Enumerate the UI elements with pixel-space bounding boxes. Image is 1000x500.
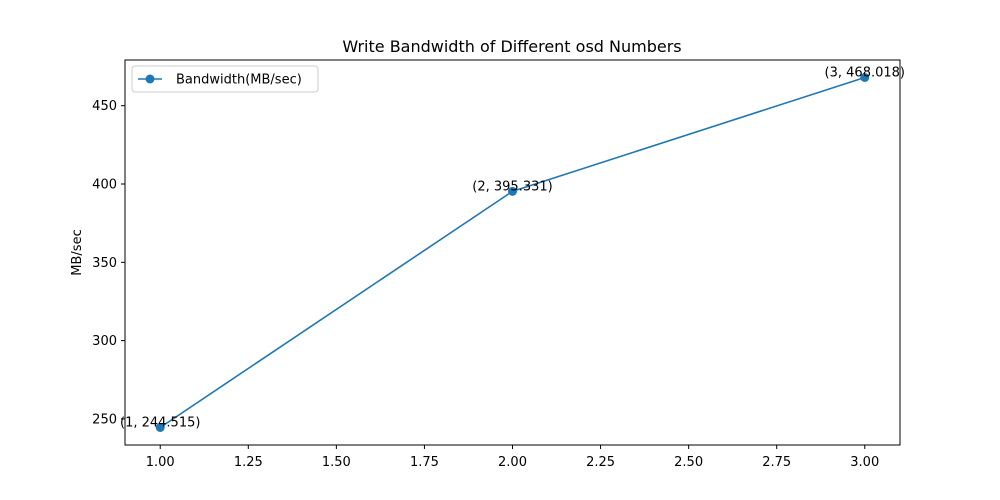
y-tick-label: 400 <box>92 178 117 193</box>
legend-box <box>131 65 319 93</box>
x-tick-label: 1.75 <box>410 455 439 470</box>
chart-title: Write Bandwidth of Different osd Numbers <box>342 37 681 56</box>
series-layer <box>155 72 870 432</box>
y-axis-label: MB/sec <box>70 229 85 275</box>
x-tick-label: 1.50 <box>322 455 351 470</box>
legend-marker <box>145 74 155 84</box>
x-tick-label: 1.25 <box>234 455 263 470</box>
plot-frame <box>124 59 901 446</box>
y-tick-label: 450 <box>92 99 117 114</box>
y-tick-label: 300 <box>92 334 117 349</box>
data-label-layer: (1, 244.515) (2, 395.331) (3, 468.018) <box>120 65 905 430</box>
data-point-label: (3, 468.018) <box>825 65 905 80</box>
x-tick-label: 1.00 <box>146 455 175 470</box>
legend-entry-label: Bandwidth(MB/sec) <box>176 73 302 88</box>
x-axis-ticks: 1.00 1.25 1.50 1.75 2.00 2.25 2.50 2.75 3.00 <box>146 445 879 470</box>
plot-area <box>125 60 900 445</box>
x-tick-label: 2.25 <box>586 455 615 470</box>
data-point-label: (2, 395.331) <box>472 179 552 194</box>
x-tick-label: 3.00 <box>850 455 879 470</box>
data-point-label: (1, 244.515) <box>120 416 200 431</box>
y-axis-ticks: 250 300 350 400 450 <box>92 99 125 427</box>
x-tick-label: 2.00 <box>498 455 527 470</box>
data-point-marker <box>155 423 165 432</box>
legend: Bandwidth(MB/sec) <box>131 65 319 93</box>
data-point-marker <box>860 72 870 82</box>
data-point-marker <box>508 186 517 196</box>
x-tick-label: 2.75 <box>762 455 791 470</box>
y-tick-label: 250 <box>92 412 117 427</box>
x-tick-label: 2.50 <box>674 455 703 470</box>
y-tick-label: 350 <box>92 256 117 271</box>
